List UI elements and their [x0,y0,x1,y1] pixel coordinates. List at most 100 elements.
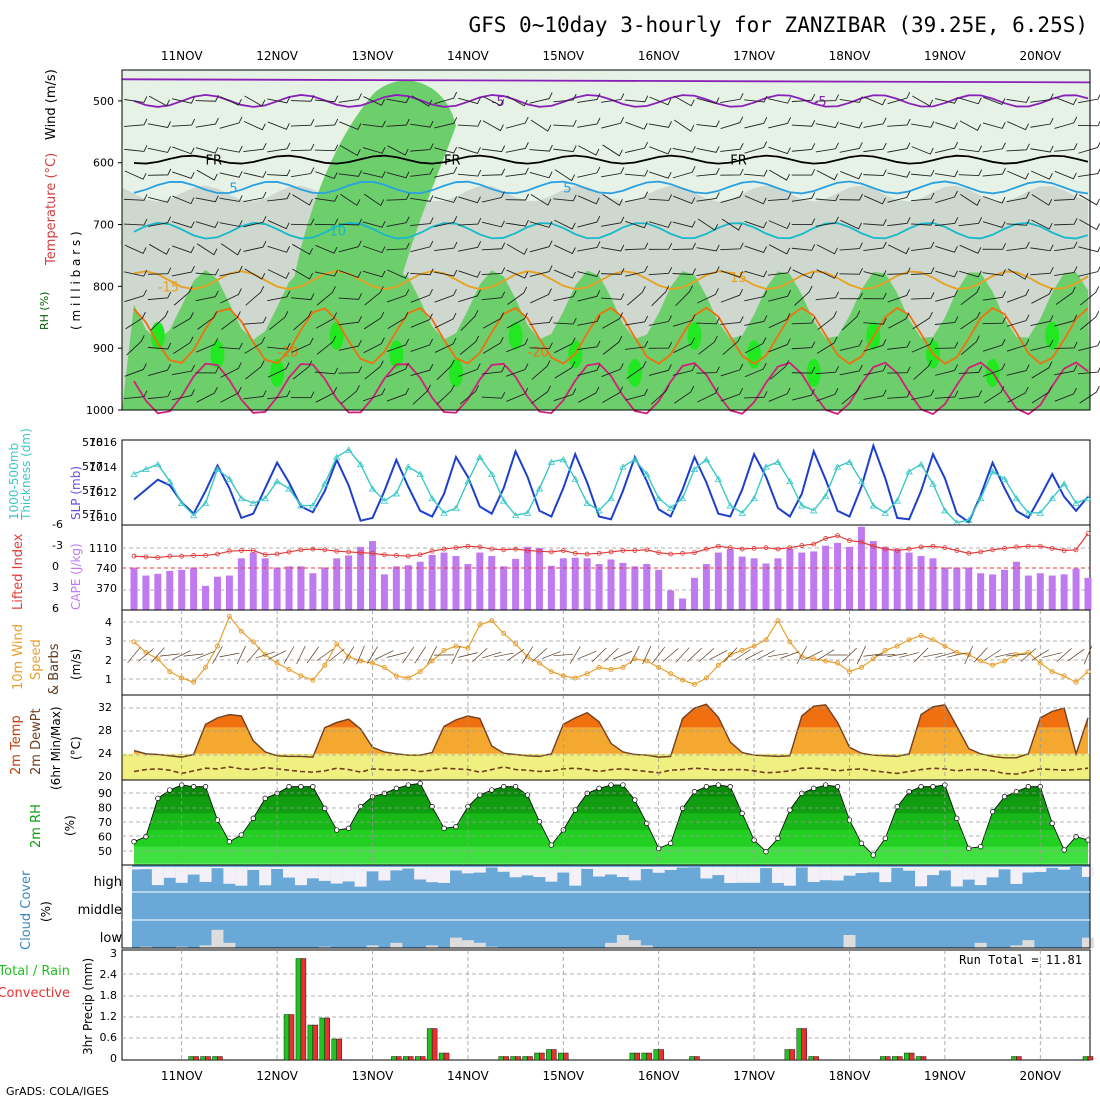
wind10m-marker [536,660,542,666]
wind-barb [815,94,840,102]
wind10m-barb [328,648,345,662]
thickness-marker [404,463,412,470]
temp2m-line [133,703,1089,759]
thickness-marker [464,478,472,485]
thickness-tick: 577 [82,460,103,473]
wind-barb [624,141,649,154]
wind10m-barb [757,649,776,661]
rh2m-marker [775,835,781,841]
wind-barb [863,318,887,325]
wind-barb [123,194,148,201]
wind-barb [529,144,553,152]
wind-barb [267,192,291,202]
cloud-high-bar [378,867,391,881]
wind-barb [267,96,291,104]
li-marker [1085,531,1091,536]
contour-label: FR [206,154,223,169]
rh2m-marker [143,834,149,840]
wind10m-marker [835,660,841,666]
thickness-marker [643,470,651,477]
wind10m-marker [191,679,197,685]
li-marker [704,546,709,552]
wind-barb [672,166,696,179]
thickness-marker [965,516,973,524]
cloud-high-bar [330,867,343,884]
wind-barb [935,122,958,130]
wind-barb [601,116,625,129]
li-marker [167,553,173,559]
wind-barb [434,269,458,277]
rh2m-marker [524,792,531,798]
wind-barb [340,193,361,207]
wind-barb [410,143,434,152]
li-marker [882,546,888,552]
convective-bar [920,1056,927,1061]
wind-barb [529,342,553,350]
wind-barb [482,312,504,329]
rh2m-marker [1013,789,1020,795]
rh2m-marker [870,852,876,858]
wind10m-marker [405,675,411,681]
wind-barb [315,171,338,180]
wind-barb [794,285,813,306]
rh2m-marker [966,845,972,851]
rh2m-marker [632,797,638,803]
slp-tick: 1016 [89,436,117,449]
thickness-marker [356,461,365,468]
wind-barb [1007,170,1030,180]
wind-barb [147,216,172,227]
wind-barb [1054,387,1077,402]
wind-barb [816,170,838,181]
wind-barb [791,218,816,226]
wind-barb [721,218,743,231]
wind-barb [124,96,148,103]
wind-barb [293,310,312,331]
wind-barb [338,339,362,351]
cloud-low-bar [426,945,439,948]
wind-barb [696,244,720,252]
wind-barb [841,310,861,331]
wind10m-barb [482,651,502,659]
thickness-marker [1036,509,1045,516]
thickness-marker [273,478,281,485]
li-marker [358,550,363,556]
wind-barb [458,363,481,377]
wind-barb [244,268,266,280]
wind10m-barb [316,648,334,662]
li-marker [942,545,948,551]
wind-barb [648,242,673,250]
wind-barb [219,171,243,178]
wind-barb [767,266,792,276]
wind-barb [624,95,649,103]
wind-barb [506,312,528,329]
wind-barb [769,169,791,181]
wind-barb [243,171,267,178]
contour-label: 15 [730,271,747,286]
date-label-top: 19NOV [924,49,966,63]
cloud-high-bar [461,867,474,874]
cloud-cover-panel: high middle low Cloud Cover (%) [19,864,1094,950]
wind-barb [673,337,695,353]
rain-bar [653,1049,659,1061]
cape-bar [1024,575,1032,610]
wind-barb [315,245,338,254]
cloud-high-bar [366,867,379,872]
rh2m-marker [834,784,841,790]
cloud-high-bar [128,867,140,870]
wind10m-barb [1006,653,1027,657]
cloud-low-bar [1022,940,1035,948]
cape-bar [261,558,269,610]
rain-bar [426,1028,433,1061]
wind10m-barb [569,646,581,664]
wind-barb [410,338,434,352]
wind-barb [888,244,910,255]
rh2m-marker [214,817,221,823]
wind-barb [386,193,410,201]
rh2m-marker [1001,794,1008,800]
wind-barb [458,147,481,154]
wind-barb [1054,218,1078,226]
wind-barb [982,221,1006,228]
wind-barb [1030,339,1054,351]
wind-barb [506,243,528,255]
wind-barb [672,364,696,376]
